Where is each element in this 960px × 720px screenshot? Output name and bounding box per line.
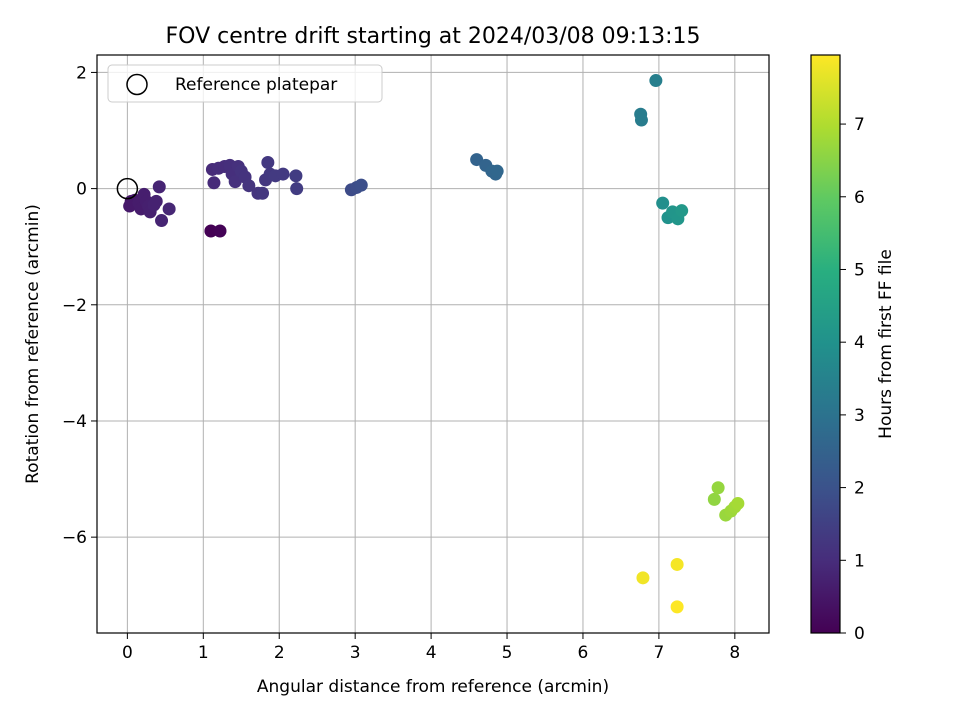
colorbar-tick-label: 2 <box>854 479 865 499</box>
x-tick-label: 0 <box>122 643 133 663</box>
data-point <box>636 571 650 585</box>
data-point <box>289 169 303 183</box>
legend-marker <box>126 73 148 96</box>
colorbar-ticks: 0 1 2 3 4 5 6 7 <box>840 115 865 644</box>
data-point <box>207 176 221 190</box>
grid <box>97 55 769 633</box>
y-tick-label: −4 <box>62 412 87 432</box>
y-tick-label: −2 <box>62 296 87 316</box>
x-tick-label: 6 <box>578 643 589 663</box>
y-axis-label: Rotation from reference (arcmin) <box>23 204 43 484</box>
chart-title: FOV centre drift starting at 2024/03/08 … <box>166 24 701 49</box>
axis-ticks: 0 1 2 3 4 5 6 7 8 2 0 −2 −4 −6 <box>62 63 740 663</box>
data-point <box>711 481 725 495</box>
data-point <box>228 175 242 189</box>
x-tick-label: 8 <box>729 643 740 663</box>
data-point <box>155 214 169 228</box>
data-point <box>242 179 256 193</box>
legend-box <box>107 64 383 103</box>
legend-label: Reference platepar <box>175 75 337 95</box>
x-tick-label: 3 <box>350 643 361 663</box>
colorbar-tick-label: 3 <box>854 406 865 426</box>
colorbar-tick-label: 1 <box>854 551 865 571</box>
colorbar-tick-label: 7 <box>854 115 865 135</box>
y-tick-label: 2 <box>76 63 87 83</box>
data-point <box>354 178 368 192</box>
y-tick-label: −6 <box>62 528 87 548</box>
data-point <box>152 180 166 194</box>
y-tick-label: 0 <box>76 180 87 200</box>
data-point <box>162 202 176 216</box>
x-tick-label: 4 <box>426 643 437 663</box>
reference-point-marker <box>116 177 139 200</box>
legend: Reference platepar <box>107 64 383 103</box>
data-point <box>149 194 163 208</box>
data-point <box>290 182 304 196</box>
colorbar-tick-label: 0 <box>854 624 865 644</box>
data-point <box>490 164 504 178</box>
data-point <box>276 167 290 181</box>
x-tick-label: 2 <box>274 643 285 663</box>
data-point <box>256 186 270 200</box>
colorbar-tick-label: 5 <box>854 260 865 280</box>
x-tick-label: 7 <box>653 643 664 663</box>
colorbar-tick-label: 4 <box>854 333 865 353</box>
data-point <box>731 496 745 510</box>
data-point <box>707 492 721 506</box>
data-point <box>634 113 648 127</box>
scatter-points <box>116 74 745 614</box>
data-point <box>656 196 670 210</box>
colorbar-label: Hours from first FF file <box>876 249 896 439</box>
x-tick-label: 1 <box>198 643 209 663</box>
data-point <box>204 224 218 238</box>
plot-frame <box>96 54 770 634</box>
data-point <box>261 155 275 169</box>
data-point <box>670 600 684 614</box>
data-point <box>649 74 663 88</box>
data-point <box>675 204 689 218</box>
x-axis-label: Angular distance from reference (arcmin) <box>257 677 609 697</box>
x-tick-label: 5 <box>502 643 513 663</box>
colorbar-tick-label: 6 <box>854 188 865 208</box>
colorbar <box>810 54 841 634</box>
data-point <box>670 557 684 571</box>
data-point <box>213 224 227 238</box>
